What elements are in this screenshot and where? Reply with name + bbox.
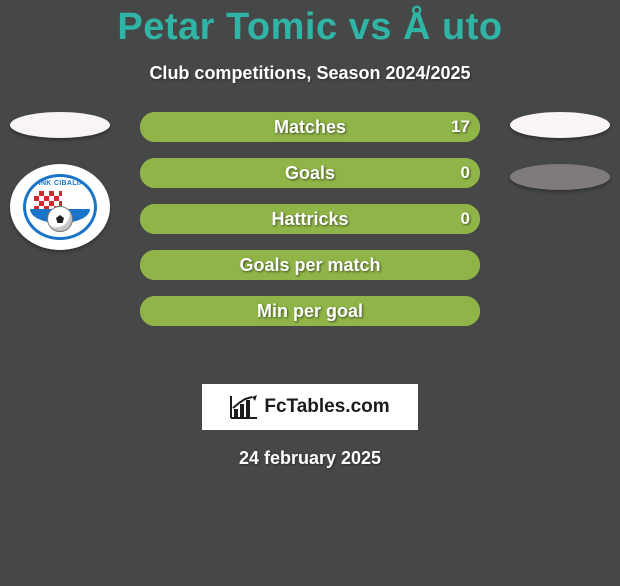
stat-row: Min per goal (140, 296, 480, 326)
player-oval-right-1 (510, 112, 610, 138)
left-player-column: HNK CIBALIA (0, 112, 120, 250)
stat-row: Matches17 (140, 112, 480, 142)
brand-text: FcTables.com (264, 396, 389, 418)
page-title: Petar Tomic vs Å uto (0, 6, 620, 49)
footer-date: 24 february 2025 (0, 448, 620, 469)
right-player-column (500, 112, 620, 216)
stat-bars: Matches17 Goals0 Hattricks0 Goals per match… (140, 112, 480, 342)
stat-row: Goals0 (140, 158, 480, 188)
club-logo-label: HNK CIBALIA (26, 180, 94, 187)
player-oval-right-2 (510, 164, 610, 190)
brand-box: FcTables.com (202, 384, 418, 430)
stat-bar-fill (140, 296, 480, 326)
player-oval-left (10, 112, 110, 138)
stat-bar-fill (140, 112, 480, 142)
page-subtitle: Club competitions, Season 2024/2025 (0, 63, 620, 84)
stat-row: Hattricks0 (140, 204, 480, 234)
comparison-stage: HNK CIBALIA Matches17 Goals0 Hattricks0 Goa… (0, 112, 620, 372)
stat-row: Goals per match (140, 250, 480, 280)
left-club-logo: HNK CIBALIA (10, 164, 110, 250)
stat-bar-fill (140, 204, 480, 234)
brand-chart-icon (230, 395, 258, 419)
stat-bar-fill (140, 250, 480, 280)
stat-bar-fill (140, 158, 480, 188)
club-logo-ball-icon (47, 206, 73, 232)
